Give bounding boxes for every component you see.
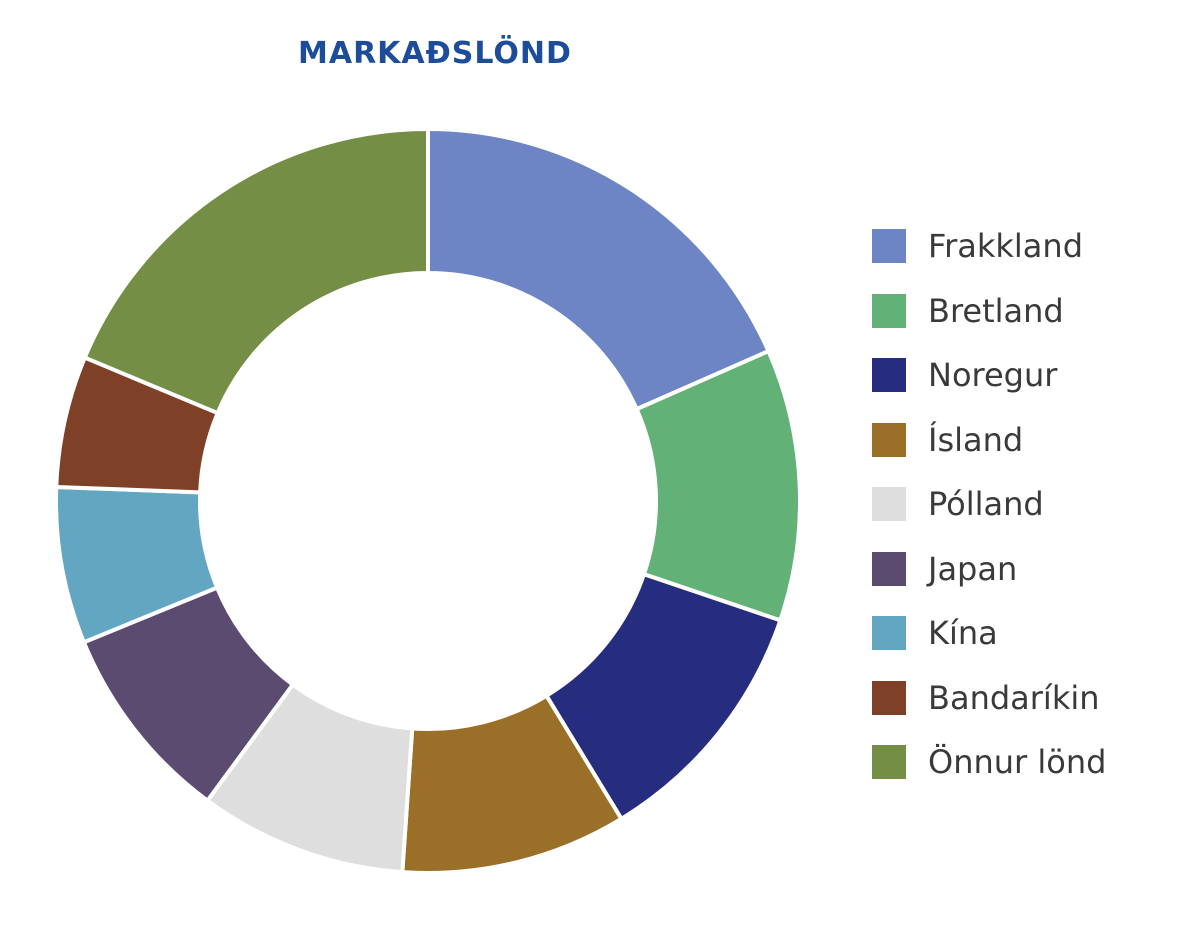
legend-swatch [872,616,906,651]
legend-label: Pólland [928,485,1044,524]
legend-label: Kína [928,614,998,653]
chart-title: MARKAÐSLÖND [298,36,572,71]
legend: Frakkland Bretland Noregur Ísland Pólland Jap… [872,214,1172,795]
legend-swatch [872,487,906,522]
legend-swatch [872,745,906,780]
legend-item: Noregur [872,343,1172,408]
legend-item: Frakkland [872,214,1172,279]
legend-swatch [872,422,906,457]
legend-item: Bretland [872,279,1172,344]
legend-item: Pólland [872,472,1172,537]
legend-item: Kína [872,601,1172,666]
legend-label: Bandaríkin [928,678,1100,717]
legend-label: Önnur lönd [928,743,1107,782]
legend-label: Noregur [928,356,1058,395]
legend-label: Bretland [928,291,1064,330]
legend-swatch [872,680,906,715]
legend-swatch [872,293,906,328]
legend-item: Japan [872,537,1172,602]
legend-label: Japan [928,549,1018,588]
legend-swatch [872,358,906,393]
donut-slice-1 [426,127,771,412]
legend-item: Ísland [872,408,1172,473]
legend-item: Önnur lönd [872,730,1172,795]
legend-swatch [872,551,906,586]
legend-swatch [872,229,906,264]
donut-chart [54,127,802,875]
donut-slice-9 [82,127,430,416]
legend-item: Bandaríkin [872,666,1172,731]
legend-label: Frakkland [928,227,1083,266]
legend-label: Ísland [928,420,1024,459]
